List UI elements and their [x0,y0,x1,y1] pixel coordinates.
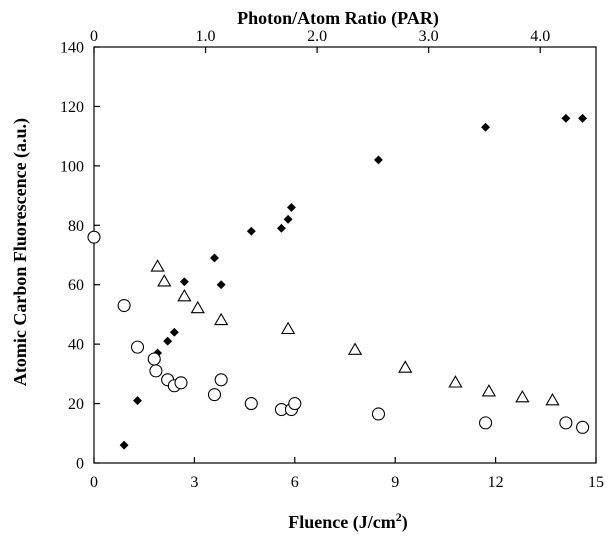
x2-tick-label-1: 1.0 [196,28,216,45]
triangle-point-1 [157,274,172,287]
circle-point-7 [174,376,188,390]
circle-point-2 [130,340,145,354]
triangle-point-2 [177,288,192,302]
triangle-point-8 [448,375,463,388]
diamond-point-7 [216,280,226,290]
circle-point-10 [244,397,258,411]
diamond-point-13 [481,122,491,132]
triangle-point-3 [190,300,205,314]
x-axis-title-main: Fluence (J/cm [288,512,395,533]
diamond-point-9 [276,223,286,233]
y-tick-label-1: 20 [68,396,84,413]
circle-point-16 [559,416,573,430]
circle-point-14 [371,407,386,421]
circle-point-13 [288,397,302,411]
diamond-point-14 [561,113,571,123]
triangle-point-0 [150,259,165,272]
plot-area [93,46,597,464]
circle-point-0 [87,230,101,244]
x2-tick-label-3: 3.0 [419,28,439,45]
circle-point-17 [576,420,590,434]
x2-tick-label-4: 4.0 [530,28,550,45]
diamond-point-10 [283,214,293,224]
diamond-point-11 [286,202,297,213]
y-tick-label-2: 40 [68,337,84,354]
triangle-point-10 [515,390,530,403]
triangle-point-11 [545,392,560,406]
circle-point-8 [207,388,222,402]
x-tick-label-1: 3 [190,474,198,491]
top-axis-title: Photon/Atom Ratio (PAR) [237,8,439,29]
x-axis-title-close: ) [402,512,408,533]
x-tick-label-5: 15 [588,474,604,491]
triangle-point-7 [398,360,413,373]
x-axis-title-superscript: 2 [396,510,402,524]
triangle-point-5 [280,321,296,335]
y-tick-label-7: 140 [60,40,84,57]
x-tick-label-2: 6 [291,474,299,491]
diamond-point-4 [169,327,179,337]
diamond-point-3 [163,336,173,346]
x-tick-label-0: 0 [90,474,98,491]
circle-point-4 [149,364,163,378]
diamond-point-12 [373,155,384,165]
circle-point-9 [214,373,228,387]
y-tick-label-6: 120 [60,99,84,116]
diamond-point-15 [578,113,588,123]
x2-tick-label-0: 0 [90,28,98,45]
triangle-point-4 [214,312,229,326]
y-tick-label-5: 100 [60,158,84,175]
x2-tick-label-2: 2.0 [307,28,327,45]
circle-point-15 [479,416,493,430]
circle-point-1 [117,298,131,313]
data-points [87,113,590,450]
diamond-point-1 [132,396,143,406]
x-tick-label-4: 12 [488,474,504,491]
y-tick-label-3: 60 [68,277,84,294]
triangle-point-9 [481,384,497,397]
y-axis-title: Atomic Carbon Fluorescence (a.u.) [10,118,31,386]
diamond-point-6 [209,253,220,263]
diamond-point-0 [119,440,129,450]
diamond-point-5 [179,277,189,287]
y-tick-label-0: 0 [76,456,84,473]
x-axis-title: Fluence (J/cm2) [288,510,407,533]
diamond-point-8 [246,226,256,236]
y-tick-label-4: 80 [68,218,84,235]
circle-point-3 [147,352,161,366]
x-tick-label-3: 9 [391,474,399,491]
triangle-point-6 [347,342,363,355]
axis-ticks: 0 3 6 9 12 15 0 1.0 2.0 3.0 4.0 0 20 40 60 80 100 120 140 [60,28,604,491]
